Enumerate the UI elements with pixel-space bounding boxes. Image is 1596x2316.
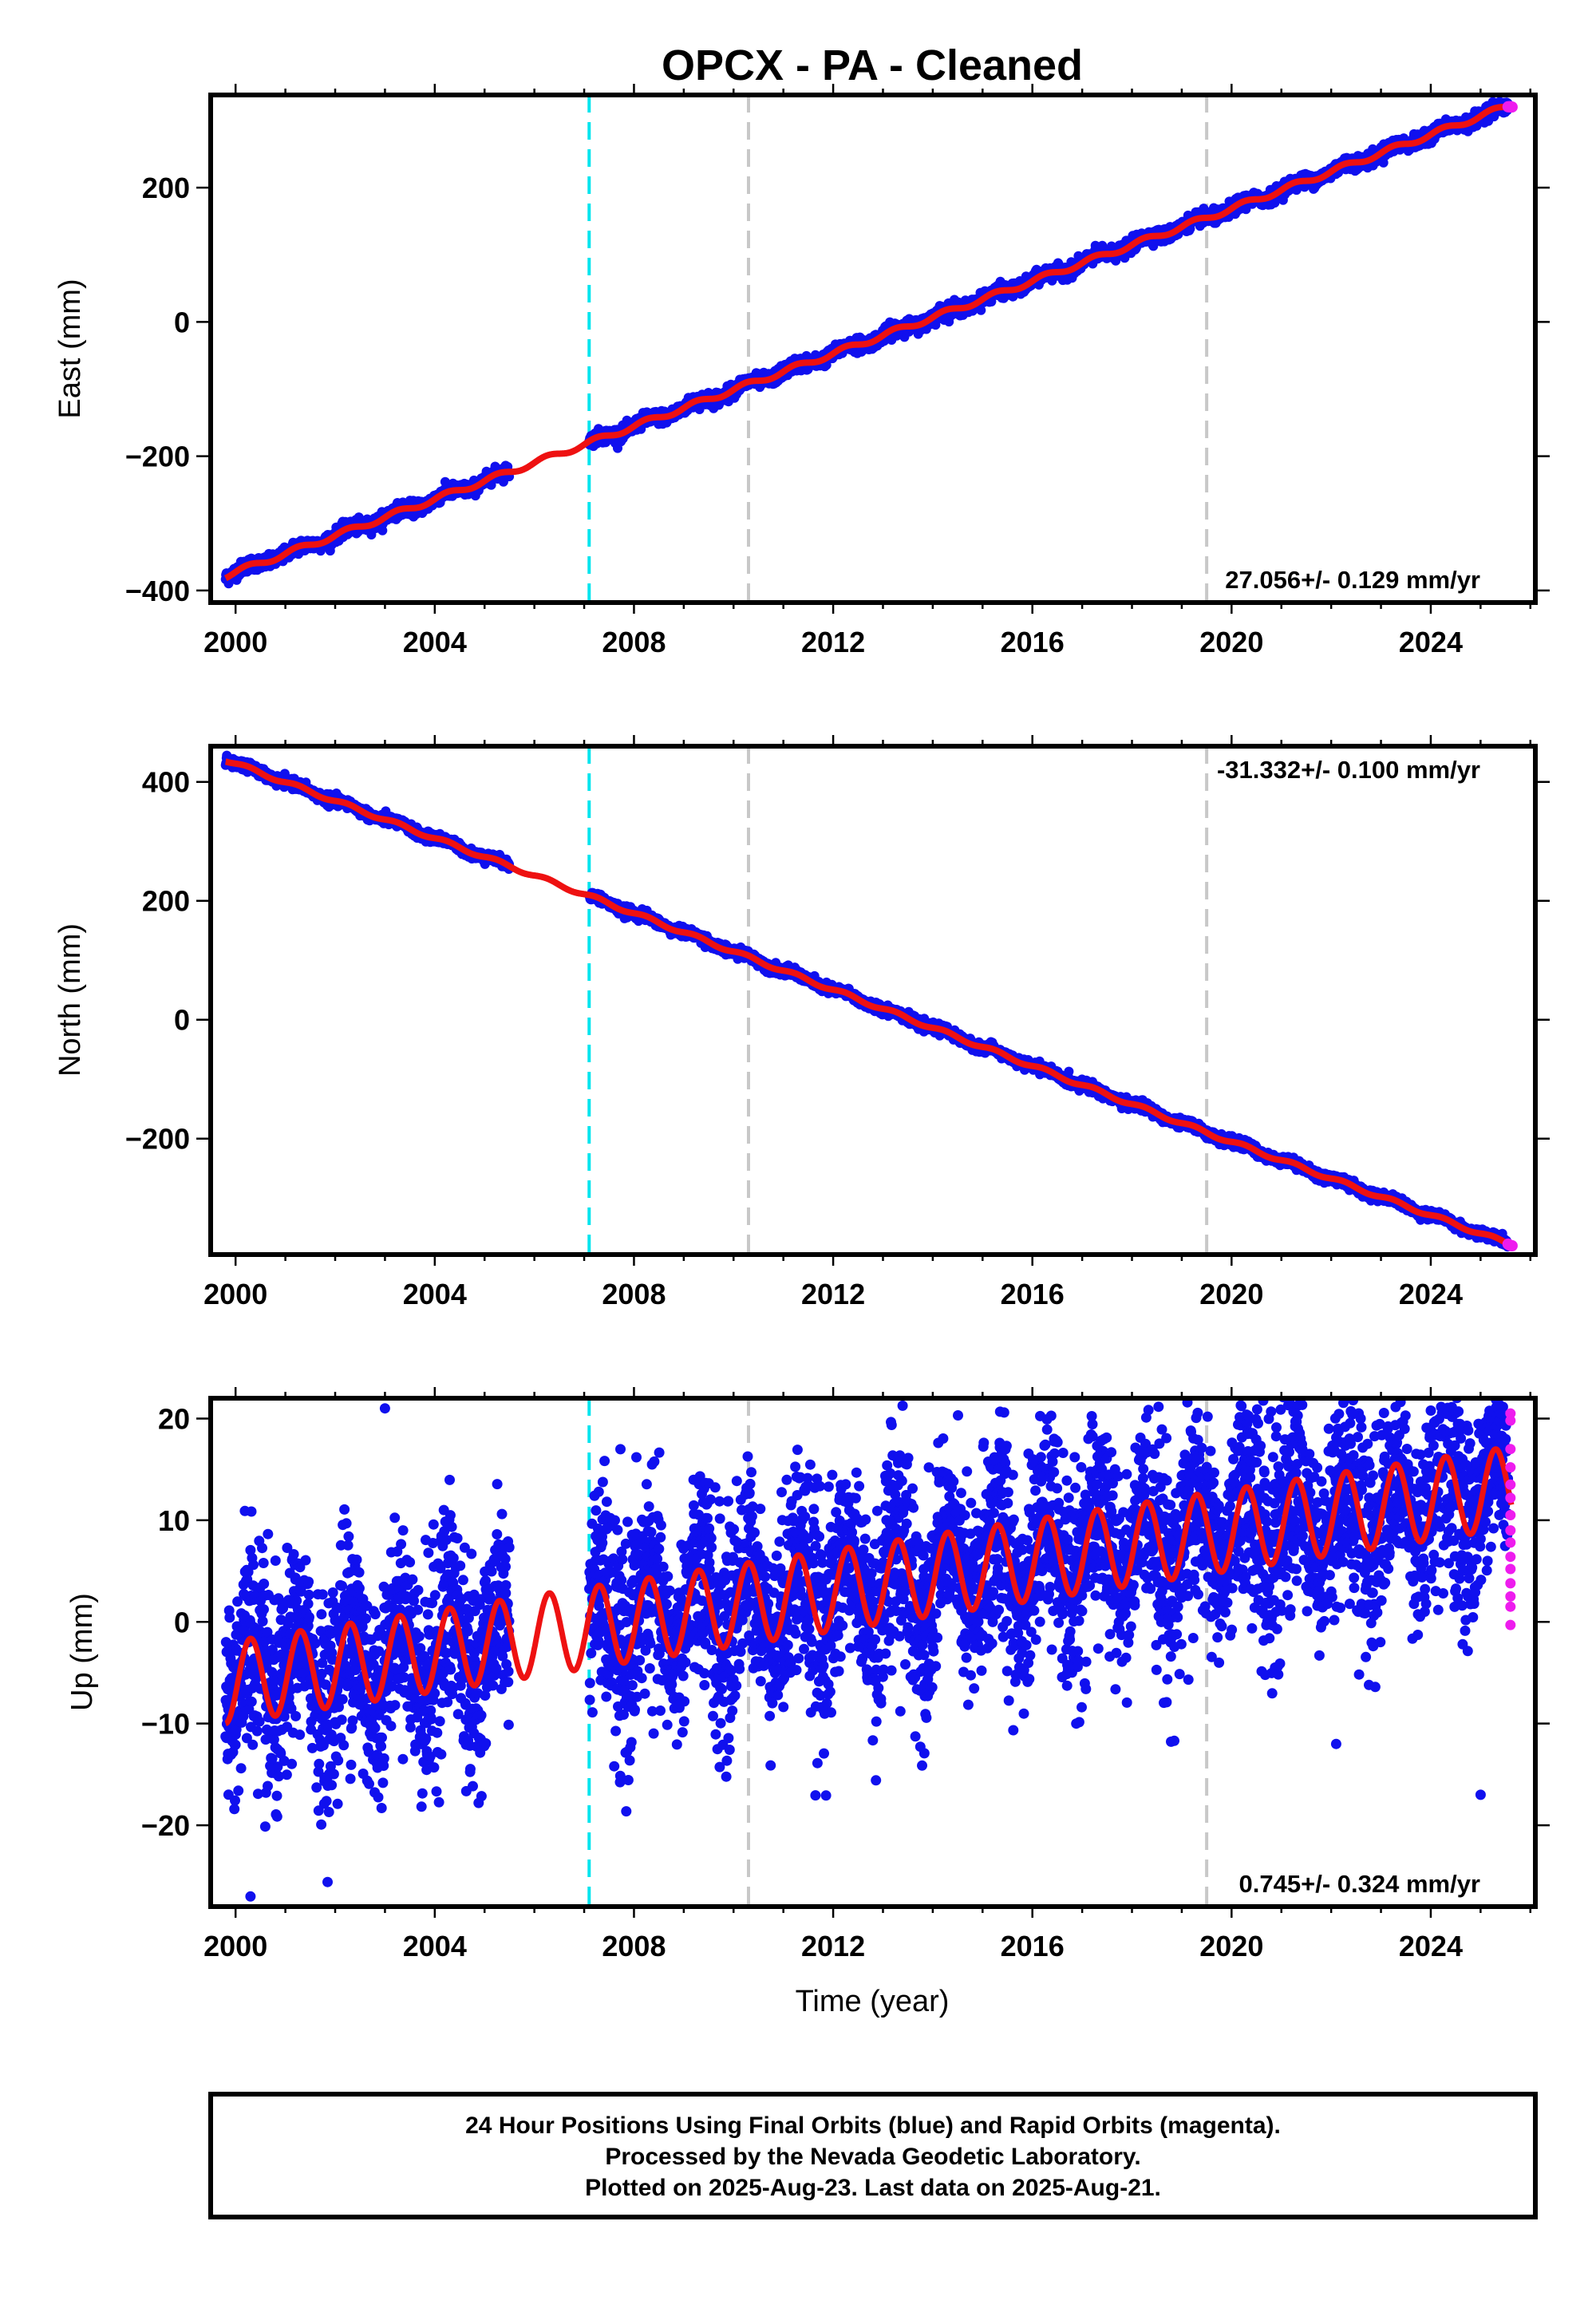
north-panel: 2000 2004 2008 2012 2016 2020 2024−2000200400 …: [53, 735, 1550, 1310]
east-xtick-label: 2012: [801, 626, 865, 658]
east-plot-area: [220, 95, 1518, 603]
east-ytick-label: −200: [125, 441, 190, 473]
chart-title: OPCX - PA - Cleaned: [662, 41, 1083, 89]
east-xtick-label: 2024: [1399, 626, 1463, 658]
east-xtick-label: 2004: [403, 626, 467, 658]
east-rate-label: 27.056+/- 0.129 mm/yr: [1225, 566, 1480, 594]
east-xtick-label: 2016: [1001, 626, 1065, 658]
east-rapid-orbit-points: [1502, 101, 1518, 113]
east-ytick-label: −400: [125, 575, 190, 607]
east-rapid-orbit-point: [1506, 101, 1518, 113]
north-clipped-content: [220, 746, 1518, 1255]
east-ytick-label: 200: [142, 172, 190, 204]
east-xtick-label: 2000: [203, 626, 267, 658]
north-plot-area: [220, 746, 1518, 1255]
east-model-curve: [223, 103, 1515, 582]
east-clipped-content: [220, 95, 1518, 603]
east-xtick-label: 2020: [1199, 626, 1263, 658]
east-xtick-label: 2008: [602, 626, 666, 658]
east-panel: 2000 2004 2008 2012 2016 2020 2024 −400 −200 0 200…: [53, 84, 1550, 658]
east-ytick-label: 0: [174, 306, 190, 338]
east-ylabel: East (mm): [53, 279, 87, 418]
